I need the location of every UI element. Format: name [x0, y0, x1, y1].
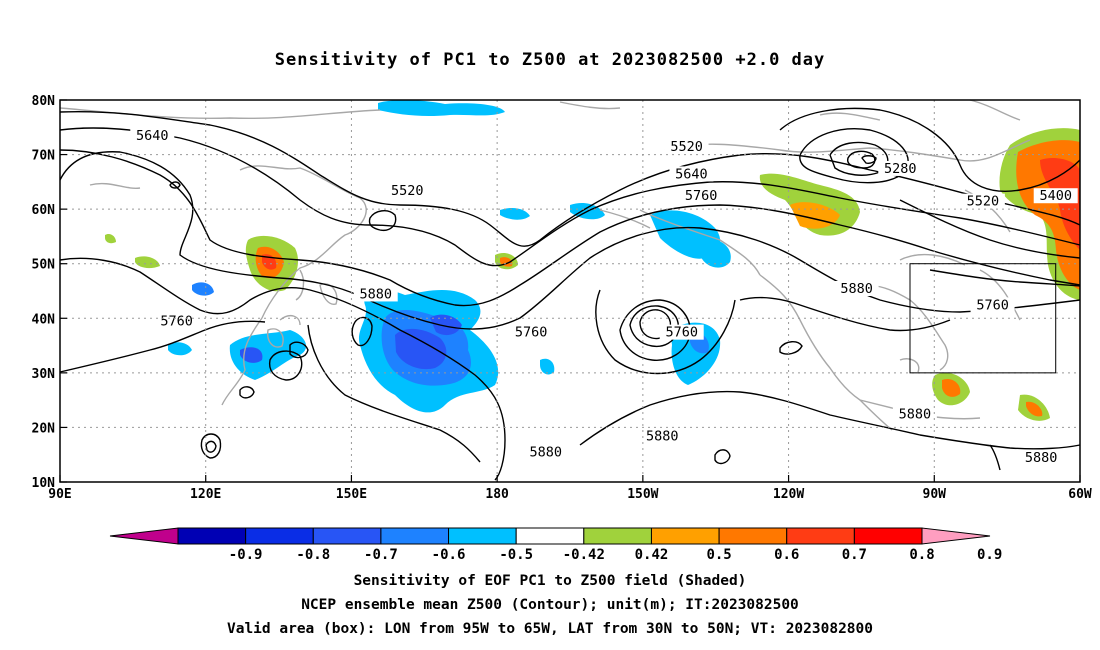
lat-tick-label: 60N [32, 203, 56, 218]
colorbar-label: 0.9 [977, 547, 1002, 563]
colorbar-label: 0.42 [635, 547, 669, 563]
z500-contours [59, 107, 1081, 481]
contour-label: 5400 [1039, 188, 1072, 204]
lon-tick-label: 90W [923, 487, 947, 502]
colorbar-segment [515, 527, 585, 545]
lon-tick-label: 150W [627, 487, 658, 502]
colorbar-segment [650, 527, 720, 545]
caption-valid-area: Valid area (box): LON from 95W to 65W, L… [226, 621, 873, 637]
caption-contour: NCEP ensemble mean Z500 (Contour); unit(… [301, 597, 799, 613]
contour-label: 5760 [976, 297, 1009, 313]
contour-label: 5880 [529, 445, 562, 461]
longitude-labels: 90E 120E 150E 180 150W 120W 90W 60W [48, 487, 1092, 502]
contour-label: 5880 [840, 281, 873, 297]
contour-label-bg [878, 160, 923, 176]
colorbar-label: 0.5 [706, 547, 731, 563]
contour-label-bg [664, 139, 709, 155]
contour-label-bg [509, 324, 554, 340]
colorbar-label: -0.7 [364, 547, 398, 563]
colorbar-segment [312, 527, 382, 545]
graticule [59, 99, 1081, 483]
contour-label-bg [640, 428, 685, 444]
colorbar-segment [448, 527, 517, 545]
contour-label: 5640 [675, 166, 708, 182]
contour-label-bg [669, 166, 714, 182]
contour-label: 5760 [665, 325, 698, 341]
contour-label: 5520 [391, 183, 424, 199]
colorbar-label: 0.7 [842, 547, 867, 563]
contour-label-bg [892, 406, 937, 422]
latitude-labels: 80N 70N 60N 50N 40N 30N 20N 10N [32, 94, 56, 491]
colorbar-label: 0.8 [909, 547, 934, 563]
colorbar-segment [786, 527, 855, 545]
contour-label: 5880 [646, 428, 679, 444]
contour-label-bg [960, 193, 1005, 209]
contour-label-bg [834, 281, 879, 296]
contour-label-bg [523, 444, 568, 460]
colorbar-label: -0.6 [432, 547, 466, 563]
contour-label: 5760 [160, 314, 193, 330]
colorbar-segment [177, 527, 247, 545]
caption-shading: Sensitivity of EOF PC1 to Z500 field (Sh… [353, 573, 747, 589]
colorbar-label: -0.9 [229, 547, 263, 563]
lon-tick-label: 180 [485, 487, 509, 502]
map-frame [59, 99, 1081, 483]
figure-title: Sensitivity of PC1 to Z500 at 2023082500… [274, 50, 826, 70]
colorbar-high-extension [921, 527, 991, 545]
contour-label-bg [154, 313, 199, 329]
contour-label-bg [970, 297, 1015, 313]
valid-area-box [909, 263, 1057, 374]
lon-tick-label: 60W [1068, 487, 1092, 502]
contour-label-bg [130, 128, 175, 144]
lat-tick-label: 40N [32, 312, 56, 327]
lat-tick-label: 80N [32, 94, 56, 109]
colorbar-low-extension [109, 527, 179, 545]
contour-label: 5760 [515, 325, 548, 341]
lon-tick-label: 120W [773, 487, 804, 502]
contour-label: 5640 [136, 128, 169, 144]
colorbar-segment [853, 527, 923, 545]
lat-tick-label: 30N [32, 367, 56, 382]
colorbar-label: -0.5 [499, 547, 533, 563]
contour-label-bg [385, 182, 430, 198]
lat-tick-label: 50N [32, 258, 56, 273]
colorbar: -0.9 -0.8 -0.7 -0.6 -0.5 -0.42 0.42 0.5 0.6 0.7 0.… [109, 527, 1002, 563]
colorbar-label: -0.8 [296, 547, 330, 563]
contour-label-bg [353, 286, 398, 302]
contour-label: 5520 [670, 139, 703, 155]
contour-label-bg [1019, 450, 1064, 466]
lat-tick-label: 10N [32, 476, 56, 491]
contour-label-bg [659, 324, 704, 340]
colorbar-segment [718, 527, 788, 545]
lon-tick-label: 120E [190, 487, 221, 502]
lon-tick-label: 90E [48, 487, 71, 502]
contour-labels: 5640 5520 5880 5760 5760 5760 5520 5640 5760 5280… [130, 128, 1078, 466]
colorbar-segment [245, 527, 314, 545]
contour-label: 5520 [967, 194, 1000, 210]
contour-label: 5760 [685, 188, 718, 204]
colorbar-segment [380, 527, 450, 545]
contour-label: 5280 [884, 161, 917, 177]
contour-label-bg [679, 188, 724, 204]
lat-tick-label: 70N [32, 149, 56, 164]
colorbar-label: -0.42 [563, 547, 605, 563]
colorbar-segment [583, 527, 652, 545]
colorbar-label: 0.6 [774, 547, 799, 563]
lat-tick-label: 20N [32, 421, 56, 436]
contour-label-bg [1033, 188, 1078, 204]
contour-label: 5880 [1025, 450, 1058, 466]
lon-tick-label: 150E [336, 487, 367, 502]
contour-label: 5880 [899, 407, 932, 423]
contour-label: 5880 [359, 286, 392, 302]
